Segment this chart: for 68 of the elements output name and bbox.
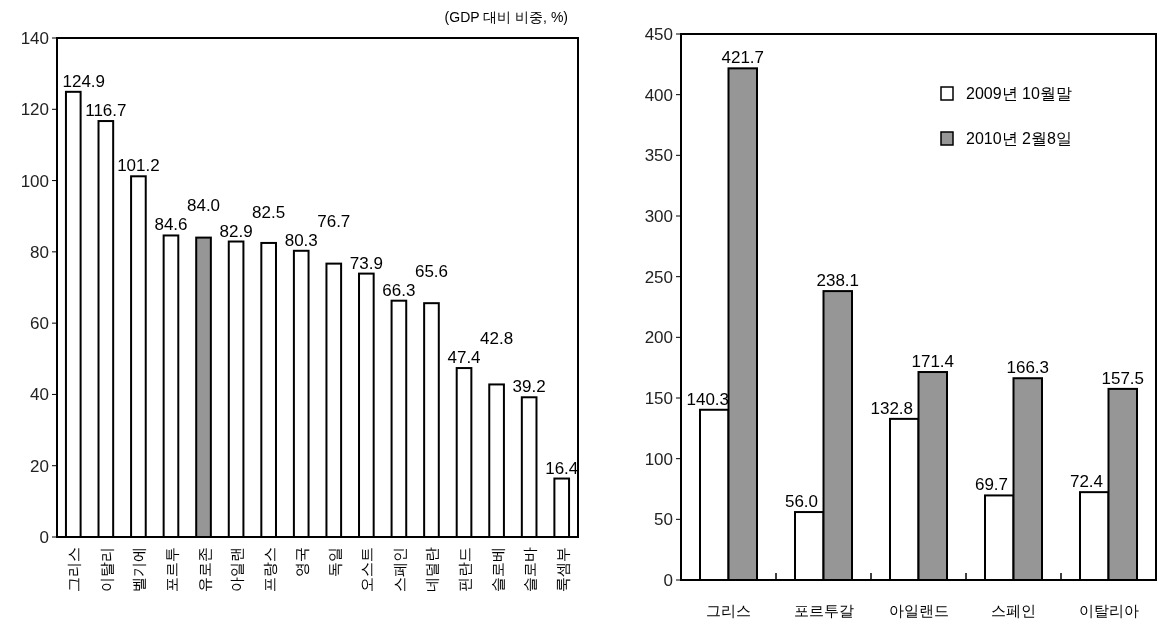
data-label: 82.9 [219, 221, 253, 241]
data-label: 80.3 [284, 230, 318, 250]
x-tick-label: 그리스 [706, 602, 751, 619]
data-label: 132.8 [870, 398, 914, 418]
x-tick-label: 유로존 [195, 547, 213, 592]
x-tick-label: 핀란드 [456, 547, 474, 592]
data-label: 124.9 [62, 71, 106, 91]
data-label: 16.4 [545, 458, 579, 478]
x-tick-label: 프랑스 [260, 547, 278, 592]
y-tick-label: 350 [644, 146, 673, 166]
y-tick-label: 200 [644, 328, 673, 348]
y-tick-label: 100 [20, 171, 49, 191]
data-label: 421.7 [721, 48, 765, 68]
x-tick-label: 룩셈부 [553, 547, 571, 592]
y-tick-label: 450 [644, 25, 673, 44]
x-tick-label: 이탈리 [97, 547, 115, 592]
legend-label: 2009년 10월말 [966, 85, 1072, 102]
x-tick-label: 이탈리아 [1078, 602, 1139, 619]
x-tick-label: 오스트 [358, 547, 376, 592]
data-label: 56.0 [784, 492, 819, 512]
data-label: 171.4 [911, 352, 955, 372]
y-tick-label: 0 [663, 571, 673, 590]
x-tick-label: 네덜란 [423, 547, 441, 592]
y-tick-label: 120 [20, 100, 49, 120]
data-label: 166.3 [1006, 358, 1050, 378]
y-tick-label: 400 [644, 85, 673, 105]
y-tick-label: 80 [30, 242, 49, 262]
data-label: 65.6 [414, 261, 449, 281]
x-tick-label: 포르투갈 [793, 602, 854, 619]
data-label: 66.3 [382, 280, 416, 300]
data-label: 101.2 [117, 156, 160, 176]
y-tick-label: 140 [20, 29, 49, 48]
x-tick-label: 벨기에 [130, 547, 148, 592]
y-tick-label: 250 [644, 267, 673, 287]
data-label: 116.7 [85, 101, 127, 121]
x-tick-label: 영국 [293, 547, 311, 577]
y-tick-label: 150 [644, 389, 673, 408]
data-label: 84.0 [186, 196, 221, 216]
x-tick-label: 아일랜 [228, 547, 246, 592]
y-tick-label: 60 [30, 314, 49, 334]
y-tick-label: 300 [644, 207, 673, 226]
x-tick-label: 독일 [325, 547, 343, 577]
data-label: 72.4 [1069, 472, 1104, 492]
data-label: 157.5 [1101, 368, 1145, 388]
data-label: 82.5 [252, 202, 286, 222]
data-label: 47.4 [447, 348, 481, 368]
x-tick-label: 스페인 [390, 547, 408, 592]
data-label: 140.3 [686, 389, 730, 409]
y-tick-label: 50 [654, 510, 673, 530]
x-tick-label: 슬로베 [488, 547, 506, 592]
data-label: 73.9 [349, 253, 383, 273]
y-tick-label: 100 [644, 449, 673, 469]
data-label: 39.2 [512, 377, 546, 397]
x-tick-label: 슬로바 [521, 547, 539, 592]
y-tick-label: 0 [39, 528, 49, 547]
text: (GDP 대비 비중, %) [444, 9, 568, 25]
x-tick-label: 포르투 [162, 547, 180, 592]
x-tick-label: 그리스 [65, 547, 83, 592]
x-tick-label: 아일랜드 [888, 602, 949, 619]
data-label: 69.7 [974, 475, 1009, 495]
data-label: 238.1 [816, 271, 860, 291]
data-label: 84.6 [154, 215, 188, 235]
y-tick-label: 20 [30, 456, 49, 476]
y-tick-label: 40 [30, 385, 49, 405]
data-label: 76.7 [317, 211, 351, 231]
legend-label: 2010년 2월8일 [966, 130, 1072, 147]
data-label: 42.8 [480, 329, 514, 349]
x-tick-label: 스페인 [991, 602, 1036, 619]
